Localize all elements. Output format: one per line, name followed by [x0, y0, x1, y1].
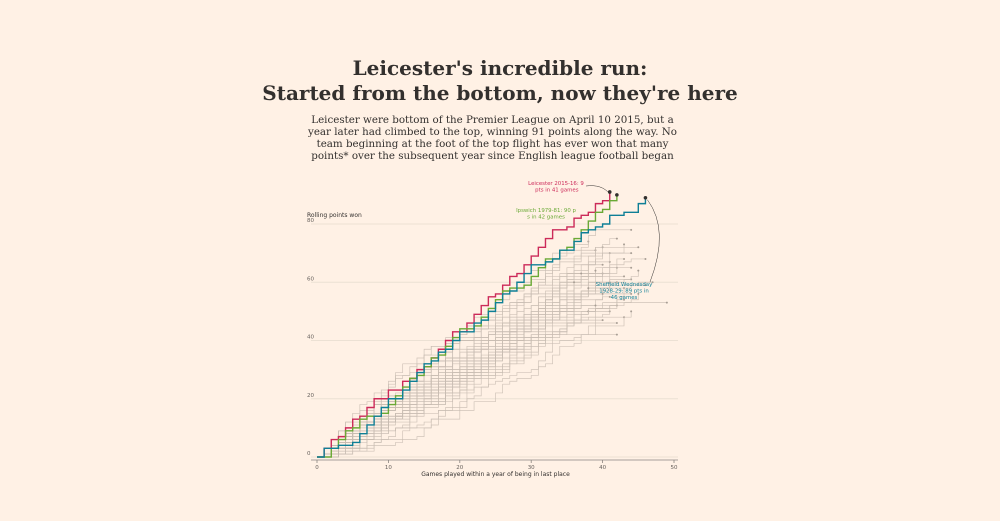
- highlighted-series: [317, 190, 648, 458]
- other-team-end-dot: [644, 284, 647, 287]
- other-team-end-dot: [623, 257, 626, 260]
- ipswich-line: [317, 194, 618, 458]
- other-team-end-dot: [587, 287, 590, 290]
- sheffield-annotation: Sheffield Wednesday 1928-29: 89 pts in 46 …: [596, 282, 653, 301]
- other-team-end-dot: [630, 228, 633, 231]
- other-team-end-dot: [615, 333, 618, 336]
- other-team-line: [317, 334, 617, 458]
- other-team-end-dot: [615, 237, 618, 240]
- x-axis-title: Games played within a year of being in l…: [421, 471, 570, 478]
- other-team-line: [317, 246, 639, 458]
- other-team-end-dot: [594, 304, 597, 307]
- other-team-end-dot: [665, 301, 668, 304]
- other-teams-series: [317, 228, 668, 458]
- other-team-line: [317, 316, 625, 458]
- chart-standfirst: Leicester were bottom of the Premier Lea…: [308, 114, 677, 162]
- leicester-annotation: Leicester 2015-16: 9 pts in 41 games: [528, 181, 584, 194]
- ipswich-end-dot: [615, 193, 619, 197]
- x-tick-label: 40: [599, 465, 606, 471]
- leicester-line: [317, 191, 611, 458]
- other-team-end-dot: [637, 269, 640, 272]
- other-team-line: [317, 281, 653, 458]
- leicester-end-dot: [607, 190, 612, 194]
- y-tick-label: 20: [307, 393, 314, 399]
- other-team-end-dot: [601, 319, 604, 322]
- y-axis-title: Rolling points won: [307, 212, 362, 219]
- x-tick-label: 30: [528, 465, 535, 471]
- leicester-leader-line: [585, 185, 610, 195]
- x-tick-label: 0: [315, 465, 319, 471]
- other-team-end-dot: [630, 292, 633, 295]
- other-team-end-dot: [623, 298, 626, 301]
- x-tick-label: 50: [671, 465, 678, 471]
- y-tick-label: 80: [307, 218, 314, 224]
- sheffield-end-dot: [643, 195, 648, 200]
- other-team-end-dot: [580, 272, 583, 275]
- other-team-line: [317, 302, 667, 458]
- other-team-end-dot: [601, 263, 604, 266]
- other-team-end-dot: [623, 275, 626, 278]
- other-team-end-dot: [615, 322, 618, 325]
- other-team-line: [317, 311, 632, 458]
- x-tick-label: 10: [385, 465, 392, 471]
- other-team-end-dot: [623, 243, 626, 246]
- other-team-end-dot: [651, 281, 654, 284]
- y-tick-label: 0: [307, 451, 311, 457]
- sheffield-leader-line: [647, 199, 660, 283]
- other-team-end-dot: [608, 295, 611, 298]
- y-tick-label: 40: [307, 335, 314, 341]
- other-team-line: [317, 293, 639, 458]
- other-team-end-dot: [630, 310, 633, 313]
- other-team-end-dot: [637, 246, 640, 249]
- other-team-line: [317, 296, 610, 458]
- other-team-end-dot: [573, 281, 576, 284]
- other-team-line: [317, 273, 582, 458]
- other-team-end-dot: [630, 252, 633, 255]
- chart-title-line-1: Leicester's incredible run:: [352, 56, 648, 80]
- other-team-end-dot: [601, 292, 604, 295]
- other-team-end-dot: [630, 266, 633, 269]
- x-tick-label: 20: [456, 465, 463, 471]
- other-team-end-dot: [637, 292, 640, 295]
- other-team-line: [317, 252, 610, 458]
- other-team-line: [317, 249, 596, 458]
- axes: 0 20 40 60 80 0 10 20 30 40 50 Rolling points won Ga…: [307, 212, 678, 478]
- chart-title-line-2: Started from the bottom, now they're her…: [262, 81, 738, 105]
- annotations: Leicester 2015-16: 9 pts in 41 games Ipsw…: [516, 181, 660, 301]
- other-team-end-dot: [594, 269, 597, 272]
- other-team-end-dot: [644, 257, 647, 260]
- y-tick-label: 60: [307, 276, 314, 282]
- sheffield-line: [317, 197, 647, 458]
